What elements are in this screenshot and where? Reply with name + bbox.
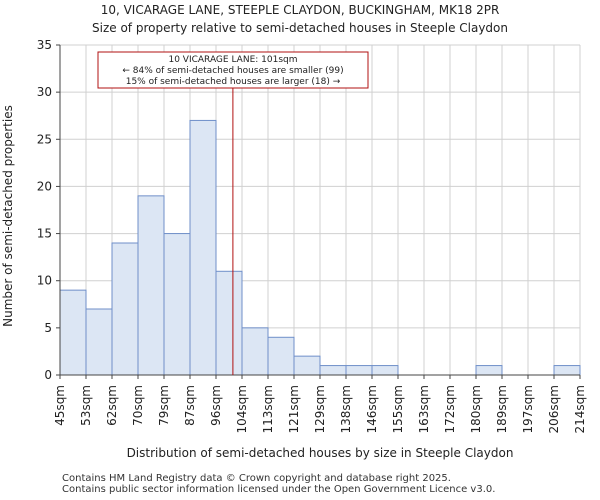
x-tick-label: 172sqm: [443, 385, 457, 433]
bar-79sqm: [163, 233, 191, 376]
annotation-box: 10 VICARAGE LANE: 101sqm ← 84% of semi-d…: [97, 51, 369, 89]
bar-146sqm: [371, 365, 399, 376]
annotation-line-3: 15% of semi-detached houses are larger (…: [126, 77, 341, 87]
x-tick-label: 70sqm: [131, 385, 145, 426]
footer-line-2: Contains public sector information licen…: [62, 484, 496, 495]
bar-70sqm: [137, 195, 165, 376]
bar-180sqm: [475, 365, 503, 376]
chart-title: 10, VICARAGE LANE, STEEPLE CLAYDON, BUCK…: [101, 3, 500, 17]
bar-53sqm: [85, 308, 113, 376]
bar-138sqm: [345, 365, 373, 376]
x-tick-label: 104sqm: [235, 385, 249, 433]
bar-104sqm: [241, 327, 269, 376]
x-axis-label: Distribution of semi-detached houses by …: [127, 446, 514, 460]
bar-121sqm: [293, 355, 321, 376]
x-tick-label: 53sqm: [79, 385, 93, 426]
bar-113sqm: [267, 336, 295, 376]
annotation-frame: [97, 51, 369, 89]
y-tick-label: 35: [37, 38, 52, 52]
y-axis-label: Number of semi-detached properties: [1, 105, 15, 327]
x-tick-label: 79sqm: [157, 385, 171, 426]
x-tick-label: 214sqm: [573, 385, 587, 433]
x-tick-label: 113sqm: [261, 385, 275, 433]
x-tick-label: 121sqm: [287, 385, 301, 433]
x-tick-labels: 45sqm 53sqm 62sqm 70sqm 79sqm 87sqm 96sqm 104sq…: [53, 375, 587, 433]
x-tick-label: 206sqm: [547, 385, 561, 433]
x-tick-label: 129sqm: [313, 385, 327, 433]
bars: [59, 119, 581, 376]
y-tick-label: 20: [37, 179, 52, 193]
y-tick-label: 0: [44, 368, 52, 382]
x-tick-label: 45sqm: [53, 385, 67, 426]
x-tick-label: 138sqm: [339, 385, 353, 433]
chart-subtitle: Size of property relative to semi-detach…: [92, 21, 508, 35]
y-tick-label: 5: [44, 321, 52, 335]
bar-87sqm: [189, 119, 217, 376]
y-tick-labels: 0 5 10 15 20 25 30 35: [37, 38, 60, 382]
x-tick-label: 189sqm: [495, 385, 509, 433]
x-tick-label: 197sqm: [521, 385, 535, 433]
y-tick-label: 10: [37, 274, 52, 288]
y-tick-label: 15: [37, 227, 52, 241]
x-tick-label: 180sqm: [469, 385, 483, 433]
annotation-line-1: 10 VICARAGE LANE: 101sqm: [168, 55, 297, 65]
bar-96sqm: [215, 270, 243, 376]
bar-129sqm: [319, 365, 347, 376]
bar-206sqm: [553, 365, 581, 376]
annotation-line-2: ← 84% of semi-detached houses are smalle…: [122, 66, 343, 76]
x-tick-label: 163sqm: [417, 385, 431, 433]
x-tick-label: 96sqm: [209, 385, 223, 426]
x-tick-label: 155sqm: [391, 385, 405, 433]
x-tick-label: 146sqm: [365, 385, 379, 433]
y-tick-label: 30: [37, 85, 52, 99]
bar-45sqm: [59, 289, 87, 376]
footer-line-1: Contains HM Land Registry data © Crown c…: [62, 473, 451, 484]
x-tick-label: 62sqm: [105, 385, 119, 426]
bar-62sqm: [111, 242, 139, 376]
y-tick-label: 25: [37, 132, 52, 146]
x-tick-label: 87sqm: [183, 385, 197, 426]
